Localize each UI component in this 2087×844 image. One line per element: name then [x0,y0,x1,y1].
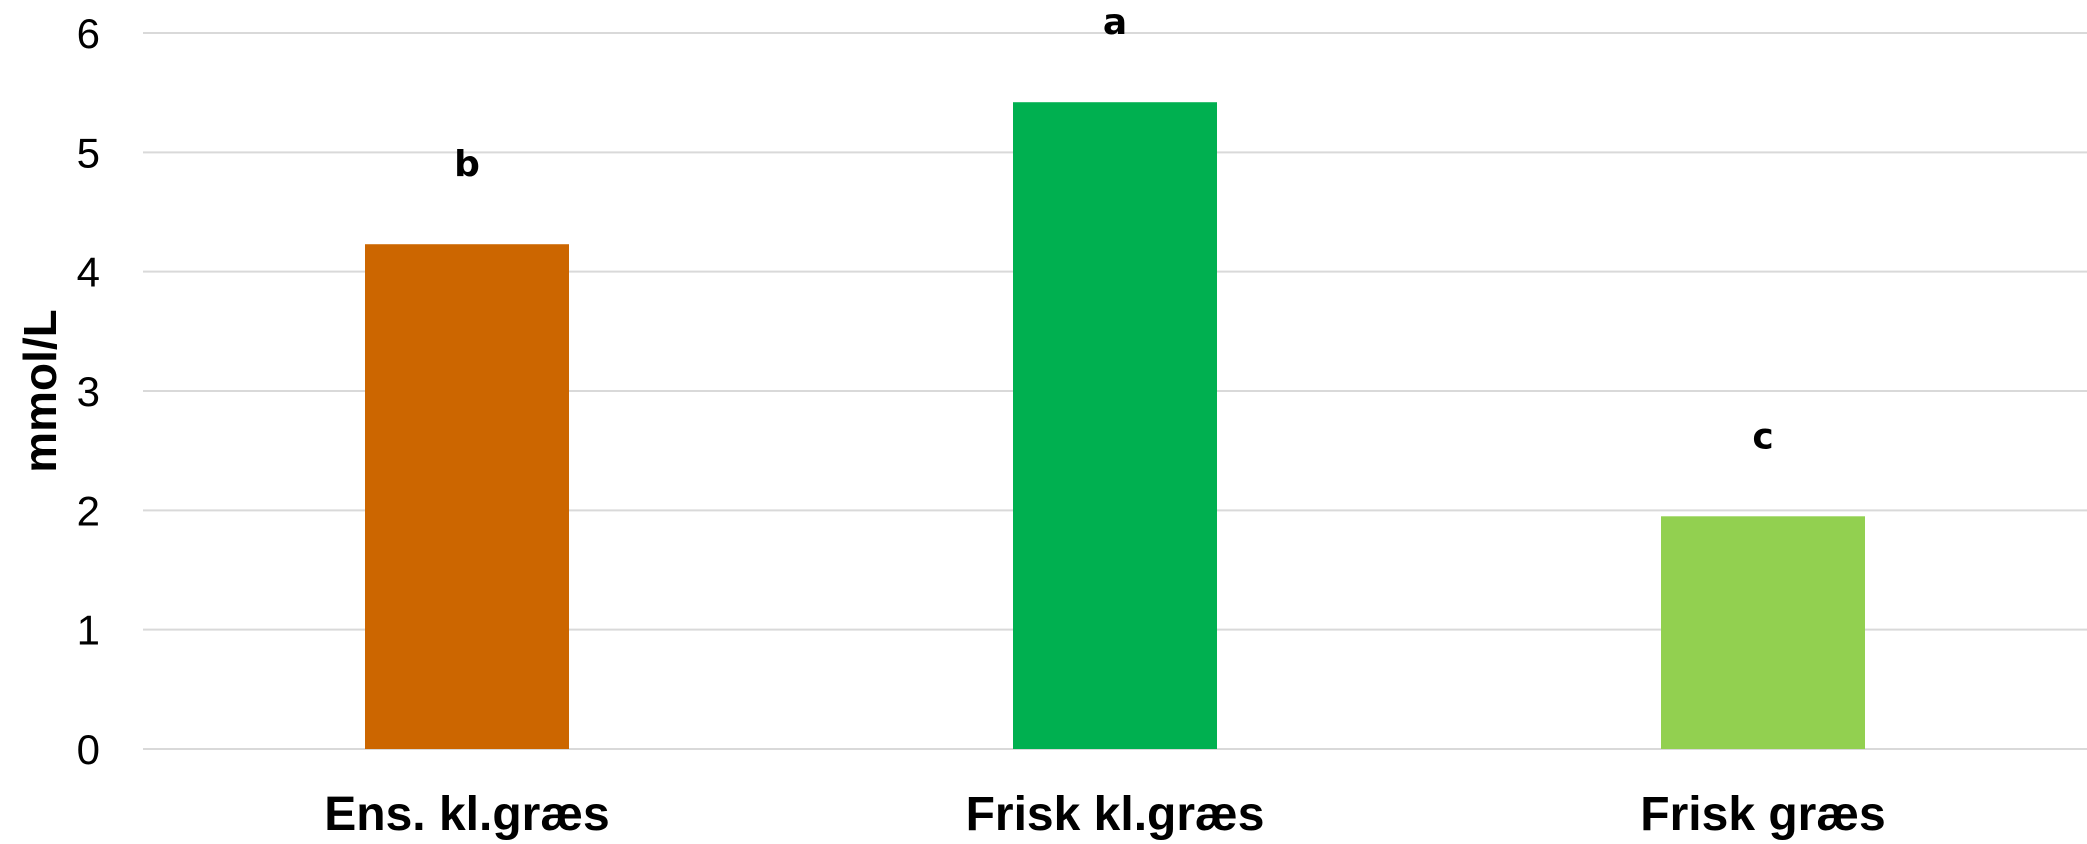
bar [1661,516,1865,749]
significance-label: a [1103,2,1127,43]
bar [1013,102,1217,750]
bars [365,102,1865,750]
y-tick-label: 4 [77,249,100,296]
significance-label: b [454,144,480,185]
bar [365,244,569,749]
y-tick-label: 3 [77,368,100,415]
y-axis-label: mmol/L [14,309,66,473]
y-tick-label: 6 [77,10,100,57]
significance-labels: b a c [454,2,1774,457]
x-category-label: Frisk kl.græs [966,788,1265,841]
y-tick-label: 0 [77,726,100,773]
x-axis-categories: Ens. kl.græs Frisk kl.græs Frisk græs [324,788,1885,841]
x-category-label: Ens. kl.græs [324,788,609,841]
y-tick-label: 1 [77,607,100,654]
y-axis-ticks: 0 1 2 3 4 5 6 [77,10,100,773]
x-category-label: Frisk græs [1640,788,1885,841]
y-tick-label: 2 [77,487,100,534]
y-tick-label: 5 [77,129,100,176]
significance-label: c [1752,416,1773,457]
